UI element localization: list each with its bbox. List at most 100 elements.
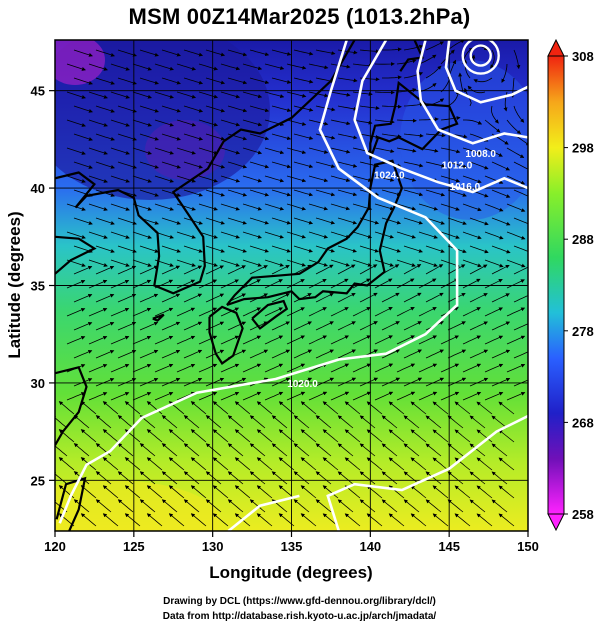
streamline	[73, 443, 90, 457]
streamline	[484, 279, 503, 289]
streamline	[447, 377, 467, 387]
streamline	[418, 259, 438, 267]
streamline	[102, 457, 119, 471]
streamline	[382, 75, 402, 80]
streamline	[425, 264, 444, 275]
streamline	[359, 133, 380, 139]
streamline	[227, 217, 247, 225]
streamline	[293, 499, 310, 513]
streamline	[242, 63, 263, 71]
streamline	[322, 429, 339, 443]
streamline	[425, 245, 445, 253]
streamline	[293, 415, 310, 429]
streamline	[132, 175, 152, 183]
streamline	[146, 457, 163, 471]
streamline	[73, 265, 93, 275]
streamline	[337, 77, 358, 83]
streamline	[183, 415, 200, 429]
streamline	[88, 392, 108, 401]
streamline	[418, 335, 438, 345]
streamline	[425, 499, 442, 513]
isobar-line	[353, 40, 528, 194]
streamline	[183, 471, 200, 485]
streamline	[227, 49, 248, 57]
streamline	[95, 161, 115, 169]
streamline	[110, 175, 130, 183]
streamline	[110, 147, 130, 155]
streamline	[264, 63, 285, 70]
streamline	[242, 259, 262, 267]
streamline	[234, 401, 251, 415]
streamline	[381, 217, 402, 225]
streamline	[366, 457, 383, 471]
streamline	[396, 391, 416, 401]
streamline	[124, 401, 141, 415]
streamline	[154, 91, 174, 99]
streamline	[396, 203, 417, 211]
streamline	[425, 377, 445, 387]
streamline	[462, 391, 482, 401]
streamline	[183, 293, 203, 303]
streamline	[381, 471, 398, 485]
streamline	[205, 293, 225, 303]
streamline	[190, 429, 207, 443]
streamline	[366, 513, 383, 527]
streamline	[491, 217, 511, 226]
streamline	[264, 335, 284, 345]
streamline	[176, 147, 196, 155]
streamline	[359, 49, 380, 54]
streamline	[183, 499, 200, 513]
streamline	[469, 245, 489, 254]
streamline	[352, 231, 373, 239]
streamline	[396, 363, 416, 373]
streamline	[220, 91, 241, 99]
streamline	[293, 133, 314, 140]
streamline	[154, 363, 174, 373]
streamline	[293, 161, 314, 169]
streamline	[484, 175, 504, 184]
y-tick-label: 35	[31, 279, 45, 294]
streamline	[154, 307, 174, 317]
streamline	[161, 265, 181, 275]
streamline	[447, 321, 466, 331]
streamline	[58, 457, 75, 471]
streamline	[374, 90, 395, 95]
streamline	[388, 457, 405, 471]
streamline	[308, 119, 329, 126]
streamline	[132, 119, 152, 127]
streamline	[154, 147, 174, 155]
streamline	[242, 279, 261, 289]
streamline	[425, 65, 442, 79]
streamline	[198, 391, 218, 401]
streamline	[396, 307, 415, 317]
streamline	[506, 203, 526, 212]
streamline	[396, 147, 417, 153]
isobar-line	[58, 40, 459, 524]
streamline	[88, 279, 108, 289]
streamline	[183, 77, 204, 85]
streamline	[473, 77, 493, 83]
streamline	[286, 391, 306, 401]
streamline	[271, 161, 292, 169]
streamline	[425, 415, 442, 429]
streamline	[124, 513, 141, 527]
x-tick-label: 145	[438, 539, 460, 554]
streamline	[183, 189, 203, 197]
streamline	[183, 245, 203, 253]
streamline	[117, 499, 134, 513]
streamline	[102, 429, 119, 443]
streamline	[73, 133, 93, 141]
streamline	[359, 443, 376, 457]
streamline	[374, 147, 395, 154]
streamline	[264, 203, 285, 211]
streamline	[381, 443, 398, 457]
streamline	[161, 217, 181, 225]
streamline	[110, 63, 130, 71]
streamline	[330, 91, 351, 97]
streamline	[315, 443, 332, 457]
low-pressure-ring	[469, 44, 492, 67]
streamline	[418, 203, 439, 211]
streamline	[220, 63, 241, 71]
streamline	[506, 307, 526, 317]
streamline	[117, 133, 137, 141]
